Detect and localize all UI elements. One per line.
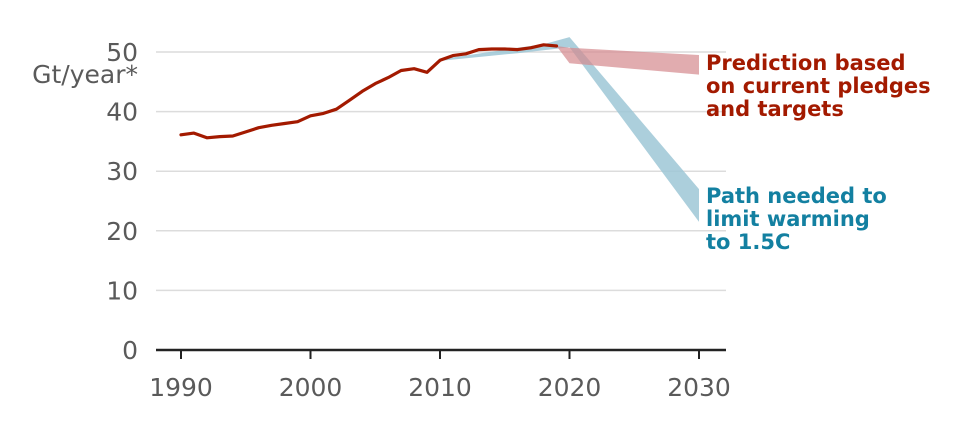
y-tick-label: 40	[106, 98, 138, 127]
annotation-line: on current pledges	[706, 74, 931, 98]
x-tick-label: 2010	[408, 373, 472, 402]
y-unit-label: Gt/year*	[32, 60, 138, 89]
pledges-annotation: Prediction based on current pledges and ta…	[706, 51, 931, 121]
annotation-line: limit warming	[706, 207, 870, 231]
path-1-5c-band	[440, 37, 699, 222]
x-tick-label: 2030	[667, 373, 731, 402]
path-annotation: Path needed to limit warming to 1.5C	[706, 184, 887, 254]
annotation-line: to 1.5C	[706, 230, 790, 254]
historical-emissions-line	[179, 43, 559, 140]
historical-series	[179, 43, 559, 140]
gridlines	[156, 51, 726, 292]
y-tick-label: 0	[122, 336, 138, 365]
y-tick-label: 30	[106, 157, 138, 186]
y-tick-label: 50	[106, 38, 138, 67]
projection-bands	[440, 37, 699, 222]
x-tick-label: 2020	[538, 373, 602, 402]
annotation-line: and targets	[706, 97, 844, 121]
x-tick-label: 2000	[279, 373, 343, 402]
x-tick-label: 1990	[149, 373, 213, 402]
annotation-line: Prediction based	[706, 51, 906, 75]
y-tick-label: 20	[106, 217, 138, 246]
annotation-line: Path needed to	[706, 184, 887, 208]
pledges-band	[556, 46, 699, 75]
y-tick-label: 10	[106, 276, 138, 305]
